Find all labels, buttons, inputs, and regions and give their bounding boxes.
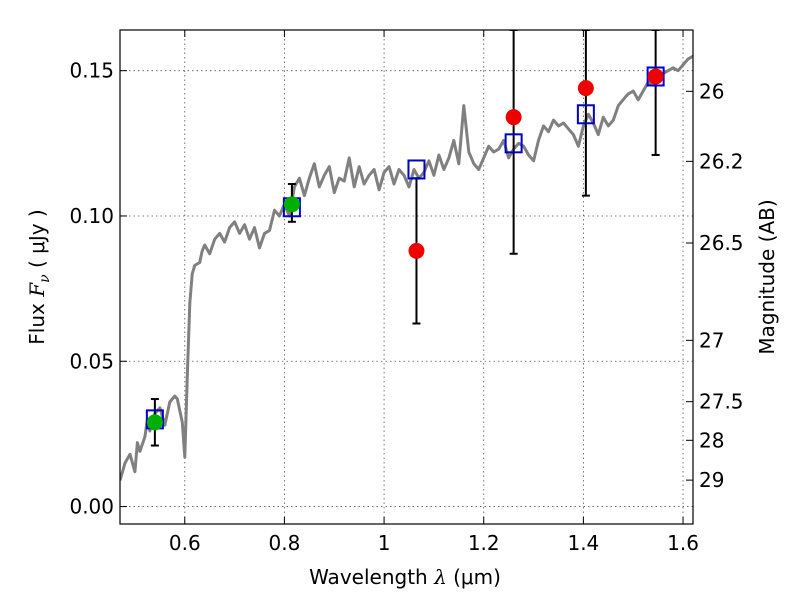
x-tick-label: 1.2 (468, 531, 500, 555)
y-tick-label: 0.05 (69, 349, 114, 373)
observed-point (577, 80, 594, 97)
y-tick-label: 0.15 (69, 59, 114, 83)
right-tick-label: 29 (699, 468, 724, 492)
observed-point (283, 196, 300, 213)
y-tick-label: 0.00 (69, 495, 114, 519)
observed-point (505, 109, 522, 126)
axes: 0.6 0.8 1 1.2 1.4 1.6 0.00 0.05 0.10 0.15 26 26.2 26… (69, 30, 744, 555)
x-axis-label: Wavelength λ (μm) (309, 565, 501, 589)
right-tick-label: 26.2 (699, 149, 744, 173)
right-tick-label: 27 (699, 328, 724, 352)
observed-point (146, 414, 163, 431)
x-tick-label: 1.6 (667, 531, 699, 555)
x-tick-label: 1.4 (567, 531, 599, 555)
right-tick-label: 26.5 (699, 231, 744, 255)
right-tick-label: 27.5 (699, 390, 744, 414)
sed-line (120, 54, 693, 481)
x-tick-label: 1 (378, 531, 391, 555)
gridlines (120, 30, 693, 524)
model-square-marker (407, 159, 426, 180)
right-axis-label: Magnitude (AB) (755, 199, 779, 354)
x-tick-label: 0.8 (269, 531, 301, 555)
model-square-marker (504, 133, 523, 154)
y-tick-label: 0.10 (69, 204, 114, 228)
right-tick-label: 28 (699, 428, 724, 452)
plot-frame (119, 29, 694, 525)
y-axis-label: Flux Fν ( μJy ) (25, 209, 53, 344)
observed-point (408, 242, 425, 259)
right-tick-label: 26 (699, 79, 724, 103)
model-square-marker (576, 104, 595, 125)
plot-area (120, 30, 693, 481)
x-tick-label: 0.6 (169, 531, 201, 555)
observed-point (647, 68, 664, 85)
